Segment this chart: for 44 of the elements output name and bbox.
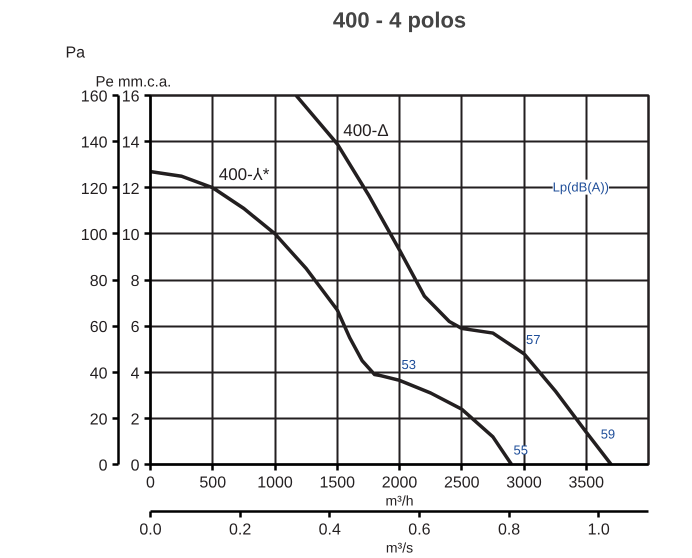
y-tick-label: 120 [80, 180, 108, 198]
annotation: 55 [514, 442, 528, 458]
y2-tick-label: 2 [130, 411, 140, 428]
x-tick-label: 1000 [257, 474, 293, 492]
annotation: 59 [600, 426, 616, 442]
y2-tick-label: 12 [122, 180, 140, 198]
x-tick-label: 0 [146, 474, 156, 492]
annotation: 57 [526, 332, 540, 347]
x2-tick-label: 1.0 [588, 522, 610, 538]
annotation: 53 [402, 357, 416, 372]
y2-tick-label: 8 [130, 273, 140, 290]
x2-tick-label: 0.8 [498, 522, 520, 538]
y-tick-label: 160 [80, 88, 108, 106]
y2-tick-label: 10 [122, 226, 140, 244]
x2-tick-label: 0.6 [408, 522, 431, 538]
y-tick-label: 60 [90, 319, 108, 336]
y-tick-label: 0 [98, 458, 108, 474]
x2-tick-label: 0.2 [229, 522, 252, 538]
y-tick-label: 20 [90, 411, 108, 428]
x-tick-label: 2500 [444, 474, 480, 492]
x2-tick-label: 0.4 [318, 522, 342, 538]
annotation: Lp(dB(A)) [552, 180, 609, 195]
x2-tick-label: 0.0 [139, 522, 162, 538]
y2-tick-label: 4 [130, 365, 140, 382]
y-tick-label: 80 [90, 273, 108, 290]
x-tick-label: 500 [199, 474, 226, 492]
y2-tick-label: 0 [130, 458, 140, 474]
y-tick-label: 40 [90, 365, 108, 382]
y-tick-label: 140 [80, 134, 108, 152]
y2-axis-title: Pe mm.c.a. [96, 74, 172, 90]
x-tick-label: 2000 [382, 474, 418, 492]
series-label: 400-Δ [343, 120, 389, 140]
x-tick-label: 1500 [319, 474, 356, 492]
y2-tick-label: 6 [130, 319, 140, 336]
x-axis-title: m³/h [386, 492, 414, 508]
x-tick-label: 3500 [568, 474, 604, 492]
y-axis-title: Pa [66, 44, 86, 62]
y2-tick-label: 16 [122, 88, 140, 106]
chart-title: 400 - 4 polos [332, 8, 466, 32]
x-tick-label: 3000 [506, 474, 542, 492]
y2-tick-label: 14 [122, 134, 140, 152]
series-label: 400-⅄* [218, 164, 270, 184]
y-tick-label: 100 [80, 226, 108, 244]
x2-axis-title: m³/s [386, 540, 414, 556]
